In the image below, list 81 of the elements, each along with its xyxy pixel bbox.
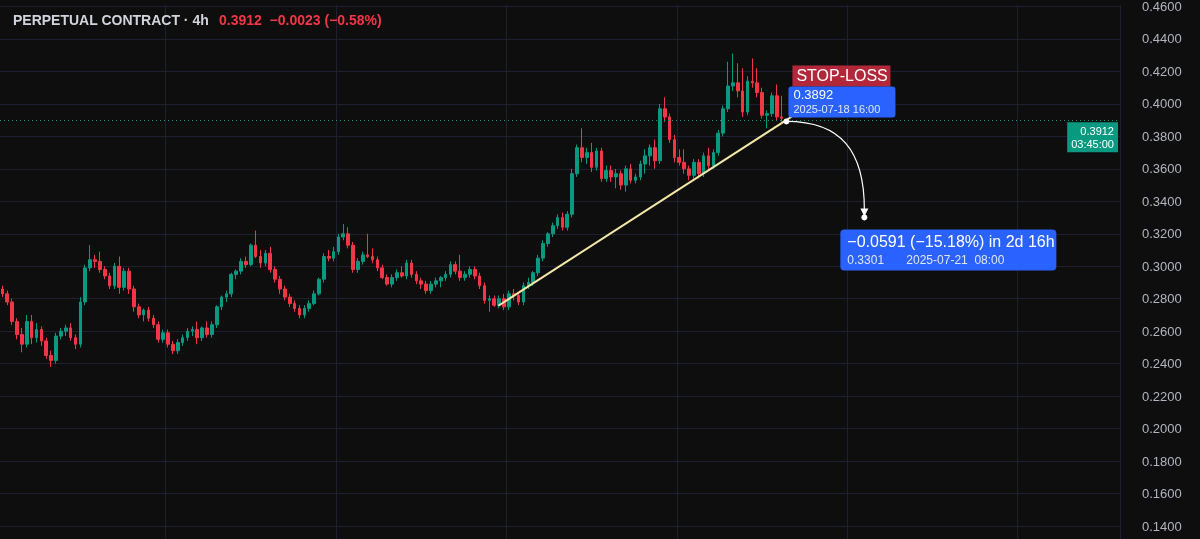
candlestick — [249, 243, 253, 267]
y-tick-label: 0.2600 — [1142, 323, 1182, 339]
candlestick — [702, 152, 705, 178]
candlestick — [200, 325, 204, 342]
candlestick — [580, 127, 584, 163]
y-tick-label: 0.4200 — [1142, 63, 1182, 79]
candlestick — [298, 304, 301, 319]
candlestick — [405, 259, 408, 280]
annotation: −0.0591 (−15.18%) in 2d 16h — [847, 232, 1055, 250]
candlestick — [775, 83, 779, 121]
candlestick — [590, 142, 593, 173]
y-tick-label: 0.3800 — [1142, 128, 1182, 144]
candlestick — [614, 168, 618, 189]
annotation: 2025-07-18 16:00 — [793, 102, 881, 115]
ref-line-label: 0.3912 03:45:00 — [1071, 124, 1114, 150]
y-tick-label: 0.2400 — [1142, 356, 1182, 372]
y-tick-label: 0.3000 — [1142, 258, 1182, 274]
candlestick — [492, 294, 496, 308]
y-tick-label: 0.1400 — [1142, 518, 1182, 534]
candlestick — [69, 322, 72, 342]
candlestick — [35, 322, 38, 344]
y-tick-label: 0.1600 — [1142, 486, 1182, 502]
y-tick-label: 0.4000 — [1142, 96, 1182, 112]
candlestick — [244, 256, 248, 269]
annotation: STOP-LOSS — [796, 66, 888, 84]
candlestick — [186, 327, 189, 342]
y-tick-label: 0.3400 — [1142, 193, 1182, 209]
candlestick — [449, 260, 452, 279]
candlestick — [488, 294, 491, 313]
candlestick — [400, 265, 404, 279]
candlestick — [585, 147, 589, 165]
candlestick — [746, 75, 749, 116]
candlestick — [653, 139, 657, 170]
annotation: 0.3301 — [847, 253, 885, 268]
candlestick — [259, 249, 262, 269]
candlestick — [619, 169, 623, 191]
candlestick — [517, 291, 520, 306]
text: PERPETUAL CONTRACT · 4h — [13, 12, 209, 28]
candlestick — [595, 147, 598, 171]
candlestick — [697, 158, 701, 180]
annotation: 0.3892 — [793, 87, 834, 103]
candlestick — [30, 314, 33, 345]
y-tick-label: 0.2800 — [1142, 291, 1182, 307]
candlestick — [122, 267, 126, 292]
candlestick — [25, 314, 29, 348]
candlestick — [634, 173, 637, 184]
candlestick — [176, 338, 180, 355]
candlestick — [624, 165, 628, 193]
candlestick — [332, 246, 335, 262]
candlestick — [113, 262, 116, 290]
y-tick-label: 0.1800 — [1142, 453, 1182, 469]
candlestick — [264, 249, 267, 267]
candlestick — [483, 281, 486, 305]
y-tick-label: 0.3600 — [1142, 161, 1182, 177]
candlestick — [327, 249, 331, 262]
candlestick — [142, 307, 145, 322]
candlestick — [629, 163, 632, 184]
candlestick — [195, 320, 199, 345]
y-tick-label: 0.4400 — [1142, 31, 1182, 47]
candlestick — [707, 147, 710, 171]
candlestick — [604, 165, 608, 183]
y-tick-label: 0.3200 — [1142, 226, 1182, 242]
candlestick — [561, 212, 564, 232]
candlestick — [609, 165, 613, 183]
text: 0.3912 −0.0023 (−0.58%) — [219, 12, 382, 28]
candlestick — [410, 259, 413, 279]
candlestick — [205, 320, 209, 339]
candlestick — [161, 329, 165, 344]
y-tick-label: 0.2200 — [1142, 388, 1182, 404]
candlestick — [366, 233, 369, 259]
candlestick — [600, 147, 603, 183]
candlestick — [692, 158, 696, 180]
candlestick — [147, 306, 150, 322]
y-tick-label: 0.4600 — [1142, 0, 1182, 14]
candlestick — [254, 230, 257, 259]
candlestick — [74, 333, 77, 350]
candlestick — [191, 325, 194, 337]
annotation: 2025-07-21 08:00 — [906, 253, 1005, 268]
candlestick — [117, 256, 121, 295]
candlestick — [371, 247, 374, 264]
y-tick-label: 0.2000 — [1142, 421, 1182, 437]
